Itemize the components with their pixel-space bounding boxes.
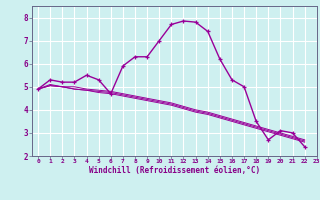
X-axis label: Windchill (Refroidissement éolien,°C): Windchill (Refroidissement éolien,°C) (89, 166, 260, 175)
